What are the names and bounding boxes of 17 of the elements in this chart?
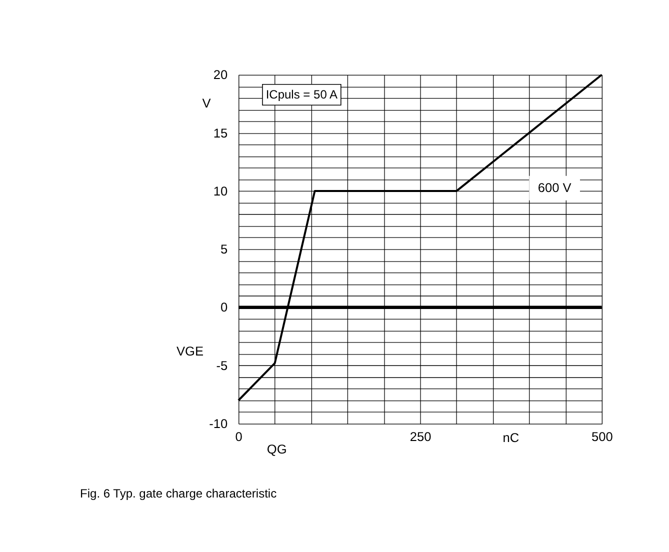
y-tick-label: -10 xyxy=(209,416,228,432)
y-tick-label: 20 xyxy=(213,67,228,82)
y-tick-label: 15 xyxy=(213,125,228,140)
y-tick-label: 5 xyxy=(220,242,228,257)
text: nC xyxy=(502,430,520,446)
x-tick-label: 250 xyxy=(410,428,432,444)
text: V xyxy=(202,96,212,111)
x-tick-label: 0 xyxy=(235,428,242,444)
annotation: ICpuls = 50 A xyxy=(266,88,338,102)
x-axis-title: QG xyxy=(266,442,287,457)
y-axis-title: VGE xyxy=(176,343,204,358)
x-tick-label: 500 xyxy=(592,428,613,444)
y-tick-label: -5 xyxy=(216,358,228,373)
y-tick-label: 10 xyxy=(213,183,228,198)
y-tick-label: 0 xyxy=(220,300,228,315)
text: Fig. 6 Typ. gate charge characteristic xyxy=(80,486,277,500)
text: 600 V xyxy=(538,180,572,196)
